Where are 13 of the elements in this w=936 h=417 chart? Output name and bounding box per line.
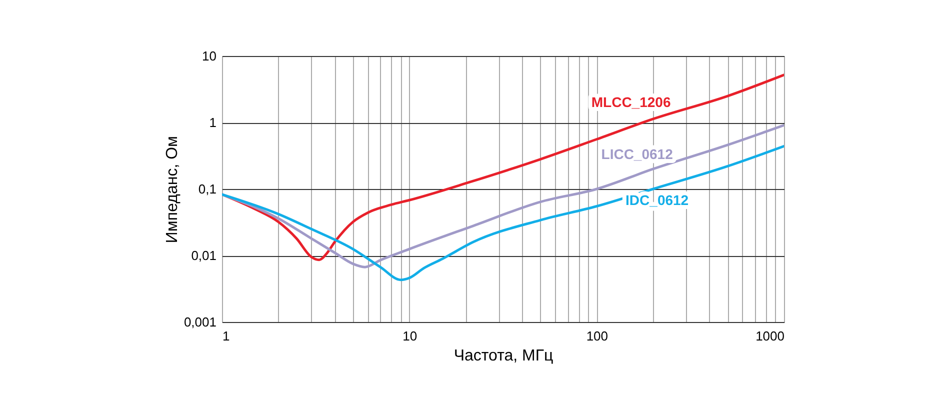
y-tick-label: 10 — [202, 48, 216, 64]
x-tick-label: 1 — [222, 328, 230, 344]
x-tick-label: 10 — [402, 328, 418, 344]
x-axis-title: Частота, МГц — [454, 348, 554, 364]
y-tick-label: 0,1 — [198, 182, 216, 196]
x-tick-label: 1000 — [756, 328, 784, 344]
series-label: MLCC_1206 — [591, 94, 671, 110]
x-tick-label: 100 — [586, 328, 608, 344]
y-axis-title: Импеданс, Ом — [164, 136, 181, 244]
series-label: IDC_0612 — [626, 192, 689, 208]
y-tick-label: 0,001 — [184, 314, 216, 330]
y-tick-label: 1 — [209, 115, 216, 130]
y-tick-label: 0,01 — [191, 248, 216, 263]
